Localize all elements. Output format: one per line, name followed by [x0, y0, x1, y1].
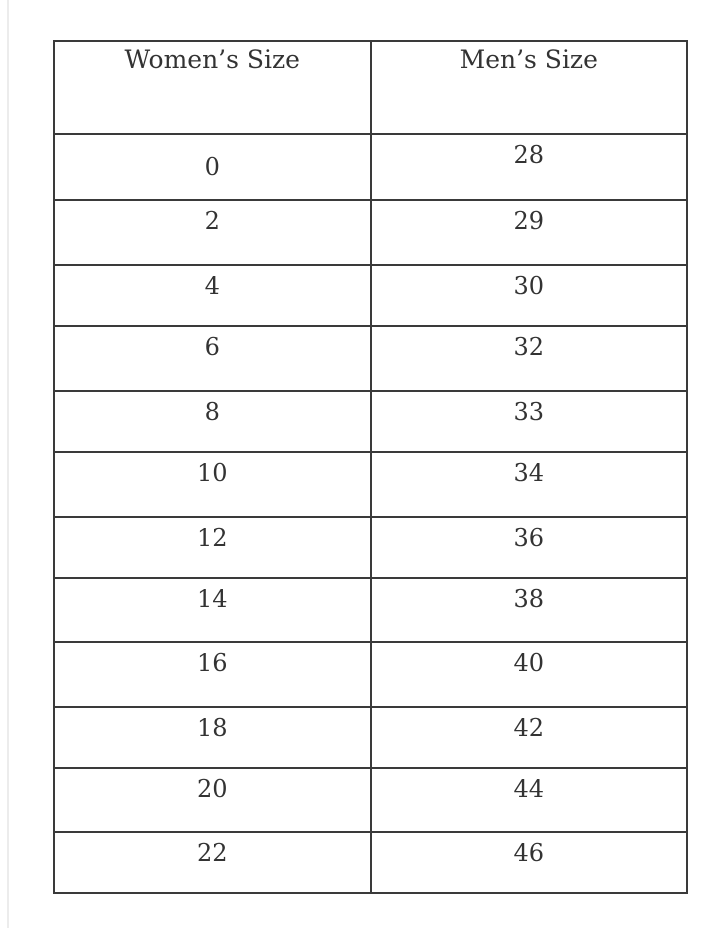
womens-size-cell: 20 — [53, 767, 372, 833]
table-row: 18 42 — [53, 706, 688, 769]
womens-size-cell: 16 — [53, 641, 372, 708]
table-row: 22 46 — [53, 831, 688, 894]
womens-size-cell: 6 — [53, 325, 372, 392]
header-womens-size: Women’s Size — [53, 40, 372, 135]
table-row: 4 30 — [53, 264, 688, 327]
page-edge-divider — [7, 0, 9, 928]
size-conversion-table: Women’s Size Men’s Size 0 28 2 29 4 30 6 32 8 33 1… — [53, 40, 688, 894]
mens-size-cell: 30 — [369, 264, 688, 327]
table-row: 14 38 — [53, 577, 688, 643]
header-row: Women’s Size Men’s Size — [53, 40, 688, 135]
womens-size-cell: 10 — [53, 451, 372, 518]
womens-size-cell: 22 — [53, 831, 372, 894]
mens-size-cell: 44 — [369, 767, 688, 833]
table-row: 16 40 — [53, 641, 688, 708]
mens-size-cell: 29 — [369, 199, 688, 266]
womens-size-cell: 8 — [53, 390, 372, 453]
mens-size-cell: 46 — [369, 831, 688, 894]
mens-size-cell: 40 — [369, 641, 688, 708]
mens-size-cell: 28 — [369, 133, 688, 201]
table-row: 6 32 — [53, 325, 688, 392]
womens-size-cell: 0 — [53, 133, 372, 201]
table-row: 12 36 — [53, 516, 688, 579]
mens-size-cell: 42 — [369, 706, 688, 769]
table-row: 20 44 — [53, 767, 688, 833]
womens-size-cell: 14 — [53, 577, 372, 643]
mens-size-cell: 33 — [369, 390, 688, 453]
mens-size-cell: 36 — [369, 516, 688, 579]
womens-size-cell: 12 — [53, 516, 372, 579]
table-row: 10 34 — [53, 451, 688, 518]
mens-size-cell: 34 — [369, 451, 688, 518]
table-row: 2 29 — [53, 199, 688, 266]
mens-size-cell: 32 — [369, 325, 688, 392]
table-row: 8 33 — [53, 390, 688, 453]
table-row: 0 28 — [53, 133, 688, 201]
womens-size-cell: 18 — [53, 706, 372, 769]
womens-size-cell: 2 — [53, 199, 372, 266]
header-mens-size: Men’s Size — [369, 40, 688, 135]
mens-size-cell: 38 — [369, 577, 688, 643]
womens-size-cell: 4 — [53, 264, 372, 327]
